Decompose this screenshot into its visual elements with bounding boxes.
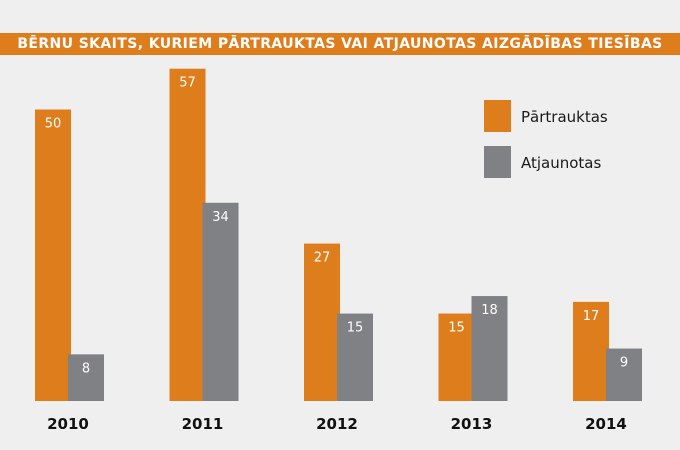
- x-tick-2014: 2014: [585, 415, 627, 433]
- x-tick-2013: 2013: [451, 415, 493, 433]
- data-label-2012-series-2: 15: [347, 321, 364, 336]
- data-label-2011-series-1: 57: [179, 76, 196, 91]
- bar-2013-series-2: [471, 296, 508, 401]
- legend-label-series-2: Atjaunotas: [521, 154, 602, 172]
- data-label-2011-series-2: 34: [212, 210, 229, 225]
- x-tick-2010: 2010: [47, 415, 89, 433]
- bar-2013-series-1: [438, 313, 475, 401]
- bar-2012-series-2: [337, 313, 373, 401]
- legend-label-series-1: Pārtrauktas: [521, 108, 608, 126]
- data-label-2014-series-2: 9: [620, 356, 628, 371]
- bar-2014-series-2: [606, 348, 642, 401]
- data-label-2014-series-1: 17: [583, 309, 600, 324]
- bar-2010-series-2: [68, 354, 104, 401]
- legend-swatch-series-2: [484, 146, 511, 178]
- data-label-2013-series-2: 18: [481, 303, 498, 318]
- chart-title: BĒRNU SKAITS, KURIEM PĀRTRAUKTAS VAI ATJ…: [0, 33, 680, 55]
- bar-2012-series-1: [304, 243, 340, 401]
- legend-swatch-series-1: [484, 100, 511, 132]
- x-tick-2012: 2012: [316, 415, 358, 433]
- bar-2014-series-1: [573, 301, 609, 401]
- bar-2011-series-2: [202, 202, 239, 401]
- legend: Pārtrauktas Atjaunotas: [484, 100, 608, 178]
- bars-layer: 50 8 57 34 27 15 15 18 17 9: [35, 68, 642, 401]
- x-tick-2011: 2011: [182, 415, 224, 433]
- data-label-2012-series-1: 27: [314, 251, 331, 266]
- data-label-2010-series-1: 50: [45, 117, 62, 132]
- x-axis: 2010 2011 2012 2013 2014: [47, 415, 627, 433]
- data-label-2010-series-2: 8: [82, 361, 90, 376]
- data-label-2013-series-1: 15: [448, 321, 465, 336]
- bar-2010-series-1: [35, 109, 71, 401]
- bar-2011-series-1: [169, 68, 206, 401]
